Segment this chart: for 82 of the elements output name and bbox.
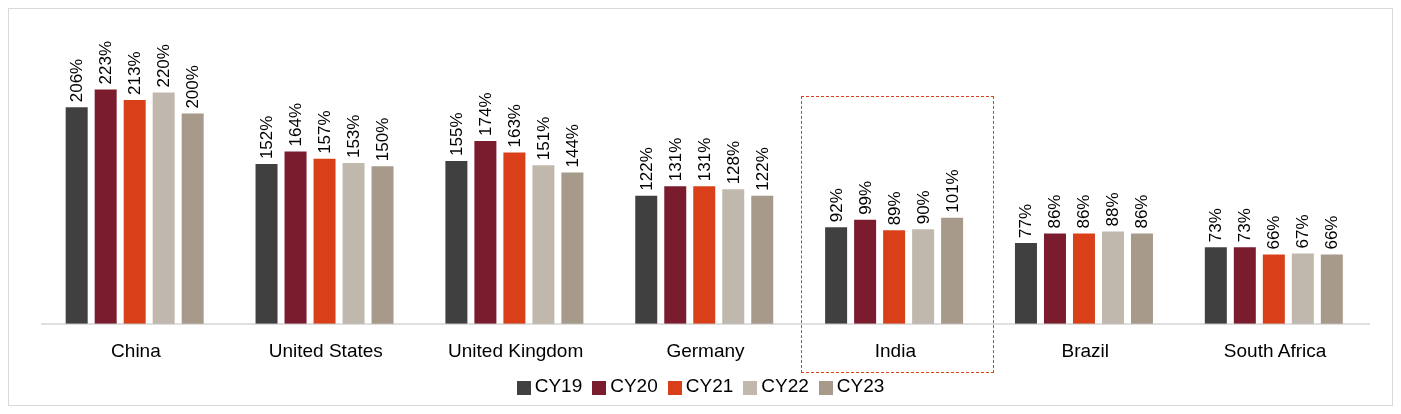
data-label: 152% <box>257 115 277 160</box>
bar <box>503 152 526 324</box>
data-label: 122% <box>636 147 656 191</box>
bar <box>532 165 555 324</box>
data-label: 99% <box>855 180 875 215</box>
data-label: 92% <box>826 188 846 223</box>
bar <box>65 107 88 324</box>
bar <box>1204 247 1227 324</box>
bar <box>941 217 964 324</box>
bar <box>722 189 745 324</box>
bar <box>635 195 658 324</box>
bar <box>1072 233 1095 324</box>
data-label: 163% <box>504 104 524 148</box>
bar <box>371 166 394 324</box>
bar <box>445 160 468 324</box>
data-label: 88% <box>1103 192 1123 227</box>
legend-label: CY19 <box>534 375 583 396</box>
bar <box>1014 242 1037 324</box>
data-label: 86% <box>1132 194 1152 229</box>
data-label: 206% <box>67 58 87 103</box>
data-label: 157% <box>315 110 335 154</box>
bar <box>1043 233 1066 324</box>
data-label: 220% <box>154 44 174 88</box>
data-label: 66% <box>1264 215 1284 250</box>
data-label: 66% <box>1322 215 1342 250</box>
bar <box>94 89 117 324</box>
data-label: 101% <box>942 169 962 213</box>
x-tick-label: South Africa <box>1223 340 1327 362</box>
data-label: 131% <box>665 137 685 182</box>
data-label: 223% <box>96 40 116 85</box>
data-label: 86% <box>1074 194 1094 229</box>
x-tick-label: India <box>874 340 917 362</box>
bar <box>1233 247 1256 324</box>
data-label: 164% <box>286 102 306 147</box>
legend-label: CY23 <box>836 375 885 396</box>
data-label: 213% <box>125 51 145 95</box>
x-tick-label: China <box>111 340 162 362</box>
data-label: 151% <box>533 116 553 161</box>
data-label: 67% <box>1293 214 1313 249</box>
bar <box>255 164 278 324</box>
bar <box>313 158 336 324</box>
bar <box>883 230 906 324</box>
bar <box>1291 253 1314 324</box>
data-label: 174% <box>475 92 495 136</box>
bar <box>664 186 687 324</box>
bar <box>123 99 146 324</box>
data-label: 200% <box>183 65 203 109</box>
data-label: 122% <box>752 147 772 191</box>
data-label: 73% <box>1235 208 1255 243</box>
bar <box>912 229 935 324</box>
bar <box>284 151 307 324</box>
legend-label: CY21 <box>685 375 734 396</box>
bar <box>342 163 365 324</box>
data-label: 155% <box>446 112 466 156</box>
bar <box>1130 233 1153 324</box>
data-label: 131% <box>694 137 714 182</box>
data-label: 128% <box>723 140 743 185</box>
bar <box>693 186 716 324</box>
bar <box>152 92 175 324</box>
bar <box>181 113 204 324</box>
x-tick-label: United States <box>268 340 383 362</box>
data-label: 73% <box>1206 208 1226 243</box>
data-label: 150% <box>373 117 393 162</box>
data-label: 77% <box>1016 203 1036 238</box>
x-tick-label: Brazil <box>1061 340 1109 362</box>
data-label: 86% <box>1045 194 1065 229</box>
bar <box>854 219 877 324</box>
legend-label: CY20 <box>610 375 658 396</box>
bar <box>474 140 497 324</box>
bar <box>561 172 584 324</box>
data-label: 89% <box>884 191 904 226</box>
bar <box>1262 254 1285 324</box>
legend-label: CY22 <box>761 375 809 396</box>
bar <box>751 195 774 324</box>
bar <box>825 227 848 324</box>
data-label: 153% <box>344 114 364 159</box>
data-label: 90% <box>913 190 933 225</box>
x-tick-label: United Kingdom <box>448 340 584 362</box>
x-tick-label: Germany <box>666 340 746 362</box>
bar <box>1101 231 1124 324</box>
bar <box>1320 254 1343 324</box>
data-label: 144% <box>562 124 582 168</box>
